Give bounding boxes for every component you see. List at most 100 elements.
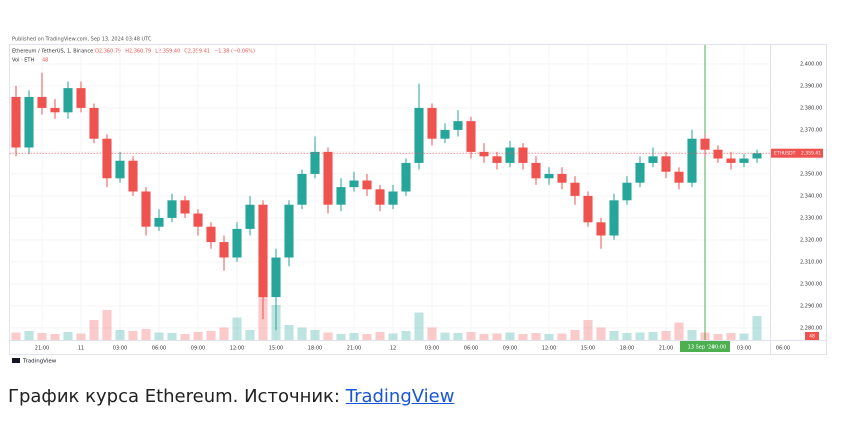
candle-body — [297, 173, 307, 205]
volume-bar — [544, 334, 554, 340]
candle-body — [661, 156, 671, 172]
volume-bar — [466, 332, 476, 340]
candle-body — [193, 213, 203, 227]
y-tick-label: 2,300.00 — [800, 281, 822, 287]
candle-body — [219, 242, 229, 258]
x-tick-label: 06:00 — [152, 346, 166, 352]
candle-body — [128, 160, 138, 192]
ohlc-value: L2,359.40 — [155, 49, 180, 55]
candle-body — [310, 151, 320, 174]
x-tick-label: 03:00 — [425, 346, 439, 352]
chart: Published on TradingView.com, Sep 13, 20… — [9, 37, 827, 365]
volume-bar — [414, 312, 424, 340]
volume-bar — [76, 333, 86, 340]
ohlc-value: C2,359.41 — [184, 49, 210, 55]
candle-body — [596, 222, 606, 236]
volume-bar — [11, 332, 21, 340]
volume-bar — [128, 331, 138, 340]
candle-body — [375, 189, 385, 205]
price-badge-value: 2,359.41 — [801, 151, 821, 157]
x-tick-label: 09:00 — [503, 346, 517, 352]
caption: График курса Ethereum. Источник: Trading… — [8, 386, 454, 407]
volume-bar — [492, 333, 502, 340]
x-tick-label: 06:00 — [464, 346, 478, 352]
candle-body — [115, 160, 125, 179]
candle-body — [76, 88, 86, 108]
volume-bar — [609, 331, 619, 340]
candle-body — [726, 158, 736, 163]
volume-bar — [531, 333, 541, 340]
x-tick-label: 12:00 — [230, 346, 244, 352]
candle-body — [24, 96, 34, 148]
x-tick-label: 15:00 — [581, 346, 595, 352]
x-tick-label: 13 Sep '24 — [688, 345, 715, 351]
x-tick-label: 18:00 — [620, 346, 634, 352]
ohlc-value: H2,360.79 — [125, 49, 151, 55]
volume-bar — [453, 333, 463, 340]
candle-body — [609, 200, 619, 236]
volume-bar — [596, 327, 606, 340]
y-tick-label: 2,280.00 — [800, 325, 822, 331]
volume-bar — [570, 330, 580, 340]
candle-body — [180, 200, 190, 214]
volume-bar — [440, 332, 450, 340]
y-tick-label: 2,290.00 — [800, 303, 822, 309]
volume-bar — [752, 316, 762, 340]
source-link[interactable]: TradingView — [345, 386, 455, 407]
candle-body — [570, 182, 580, 196]
candle-body — [89, 107, 99, 139]
x-tick-label: 18:00 — [308, 346, 322, 352]
symbol: Ethereum / TetherUS, 1, Binance — [12, 49, 93, 55]
volume-label: Vol · ETH — [12, 58, 34, 64]
candle-body — [700, 138, 710, 150]
x-tick-label: 06:00 — [776, 346, 790, 352]
y-tick-label: 2,310.00 — [800, 259, 822, 265]
volume-bar — [37, 333, 47, 340]
volume-bar — [63, 332, 73, 340]
candle-body — [687, 138, 697, 183]
volume-bar — [674, 322, 684, 340]
y-tick-label: 2,330.00 — [800, 215, 822, 221]
volume-bar — [141, 329, 151, 340]
x-tick-label: 12:00 — [542, 346, 556, 352]
x-tick-label: 21:00 — [659, 346, 673, 352]
y-tick-label: 2,320.00 — [800, 237, 822, 243]
chart-frame — [9, 44, 827, 355]
volume-bar — [232, 317, 242, 340]
logo-mark — [12, 358, 20, 363]
volume-bar — [427, 327, 437, 340]
y-tick-label: 2,340.00 — [800, 193, 822, 199]
x-tick-label: 12 — [390, 346, 396, 352]
volume-bar — [24, 331, 34, 340]
x-tick-label: 09:00 — [191, 346, 205, 352]
x-tick-label: 00:00 — [712, 345, 726, 351]
candle-body — [414, 107, 424, 163]
ohlc-value: O2,360.79 — [95, 49, 121, 55]
candle-body — [752, 153, 762, 159]
volume-bar — [635, 332, 645, 340]
candle-body — [557, 173, 567, 183]
y-tick-label: 2,380.00 — [800, 105, 822, 111]
candle-body — [349, 180, 359, 188]
candle-body — [362, 180, 372, 190]
candle-body — [232, 228, 242, 258]
candle-body — [427, 107, 437, 139]
candle-body — [453, 121, 463, 130]
volume-bar — [310, 330, 320, 340]
candle-body — [622, 182, 632, 201]
volume-bar — [739, 333, 749, 340]
candle-body — [505, 147, 515, 163]
volume-badge-bg — [805, 332, 819, 340]
brand-logo: TradingView — [12, 358, 57, 365]
candle-body — [583, 195, 593, 223]
volume-bar — [687, 330, 697, 340]
candle-body — [245, 204, 255, 229]
y-tick-label: 2,370.00 — [800, 127, 822, 133]
published: Published on TradingView.com, Sep 13, 20… — [12, 37, 152, 43]
volume-bar — [557, 333, 567, 340]
volume-badge-value: 48 — [809, 334, 815, 340]
candle-body — [102, 138, 112, 179]
volume-value: 48 — [42, 58, 48, 64]
candle-body — [635, 162, 645, 183]
